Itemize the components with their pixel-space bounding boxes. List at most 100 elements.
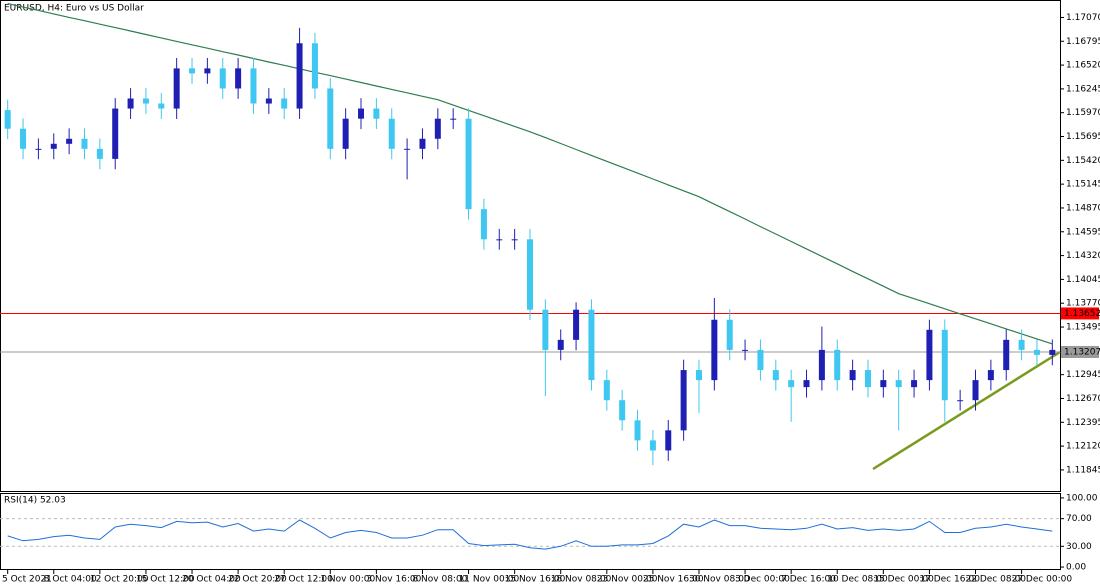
candle-body xyxy=(204,68,211,74)
x-tick-label: 23 Nov 00:00 xyxy=(597,575,658,585)
x-tick-label: 10 Dec 08:00 xyxy=(827,575,888,585)
candle-body xyxy=(20,128,27,149)
y-tick-label: 1.14045 xyxy=(1066,275,1100,285)
x-tick-label: 27 Dec 00:00 xyxy=(1012,575,1073,585)
y-tick-label: 1.16795 xyxy=(1066,37,1100,47)
candle-body xyxy=(296,43,303,109)
candle-body xyxy=(311,43,318,89)
y-tick-label: 1.12945 xyxy=(1066,370,1100,380)
x-tick-label: 3 Dec 00:00 xyxy=(735,575,790,585)
candle-body xyxy=(911,380,918,388)
candle-body xyxy=(665,430,672,451)
candle-body xyxy=(742,349,749,351)
candle-body xyxy=(987,370,994,381)
x-tick-label: 3 Nov 16:00 xyxy=(366,575,421,585)
y-tick-label: 1.11845 xyxy=(1066,465,1100,475)
candle-body xyxy=(864,370,871,388)
candle-body xyxy=(450,118,457,120)
candle-body xyxy=(619,400,626,421)
moving-average xyxy=(7,3,1053,345)
x-tick-label: 15 Oct 12:00 xyxy=(136,575,195,585)
candle-body xyxy=(926,329,933,381)
x-tick-label: 12 Oct 20:00 xyxy=(90,575,149,585)
candle-body xyxy=(189,68,196,74)
x-tick-label: 25 Nov 16:00 xyxy=(643,575,704,585)
x-tick-label: 27 Oct 12:00 xyxy=(274,575,333,585)
candle-body xyxy=(4,110,11,129)
candle-body xyxy=(788,380,795,388)
candle-body xyxy=(358,108,365,119)
candle-body xyxy=(480,209,487,240)
candle-body xyxy=(957,400,964,402)
candle-body xyxy=(695,370,702,381)
candle-body xyxy=(281,98,288,109)
candle-body xyxy=(1003,339,1010,371)
candle-body xyxy=(557,339,564,350)
x-tick-label: 22 Oct 20:00 xyxy=(228,575,287,585)
x-tick-label: 1 Nov 00:00 xyxy=(320,575,375,585)
price-label-box xyxy=(1061,345,1099,358)
x-tick-label: 18 Nov 08:00 xyxy=(551,575,612,585)
y-tick-label: 1.12670 xyxy=(1066,394,1100,404)
candle-body xyxy=(726,319,733,350)
y-tick-label: 1.15420 xyxy=(1066,156,1100,166)
candle-body xyxy=(603,380,610,401)
candle-body xyxy=(757,349,764,371)
candle-body xyxy=(250,68,257,104)
x-tick-label: 11 Nov 00:00 xyxy=(459,575,520,585)
y-tick-label: 1.14320 xyxy=(1066,251,1100,261)
candle-body xyxy=(96,148,103,159)
candle-body xyxy=(465,118,472,210)
candle-body xyxy=(235,68,242,89)
y-tick-label: 0.00 xyxy=(1066,563,1086,573)
x-tick-label: 20 Oct 04:00 xyxy=(182,575,241,585)
candle-body xyxy=(327,88,334,149)
x-tick-label: 7 Dec 16:00 xyxy=(781,575,836,585)
candle-body xyxy=(527,239,533,310)
candle-body xyxy=(895,380,902,388)
candle-body xyxy=(158,103,165,109)
candle-body xyxy=(542,309,549,350)
candle-body xyxy=(373,108,380,119)
candle-body xyxy=(127,98,134,109)
y-tick-label: 1.13770 xyxy=(1066,299,1100,309)
y-tick-label: 1.13495 xyxy=(1066,323,1100,333)
y-tick-label: 70.00 xyxy=(1066,514,1092,524)
x-tick-label: 22 Dec 08:00 xyxy=(966,575,1027,585)
candle-body xyxy=(849,370,856,381)
rsi-line xyxy=(7,519,1053,550)
x-tick-label: 30 Nov 08:00 xyxy=(689,575,750,585)
candle-body xyxy=(649,440,656,451)
candle-body xyxy=(803,380,810,388)
y-tick-label: 100.00 xyxy=(1066,493,1098,503)
candle-body xyxy=(711,319,718,381)
candle-body xyxy=(265,98,272,104)
y-tick-label: 30.00 xyxy=(1066,542,1092,552)
candle-body xyxy=(972,380,979,401)
rsi-panel xyxy=(0,493,1061,570)
candle-body xyxy=(1049,349,1056,355)
candle-body xyxy=(834,349,841,381)
price-label: 1.13652 xyxy=(1064,309,1100,319)
candle-body xyxy=(941,329,948,401)
candle-body xyxy=(680,370,687,431)
candle-body xyxy=(66,138,73,144)
candle-body xyxy=(173,68,180,109)
candle-body xyxy=(35,148,42,150)
y-tick-label: 1.12120 xyxy=(1066,442,1100,452)
rsi-title: RSI(14) 52.03 xyxy=(4,496,66,506)
x-tick-label: 8 Nov 08:00 xyxy=(412,575,467,585)
y-tick-label: 1.16520 xyxy=(1066,61,1100,71)
candle-body xyxy=(419,138,426,149)
price-label: 1.13207 xyxy=(1064,347,1100,357)
candle-body xyxy=(342,118,349,149)
x-tick-label: 15 Dec 00:00 xyxy=(873,575,934,585)
x-tick-label: 17 Dec 16:00 xyxy=(919,575,980,585)
candle-body xyxy=(50,143,57,149)
candle-body xyxy=(818,349,825,381)
y-tick-label: 1.14870 xyxy=(1066,203,1100,213)
x-tick-label: 8 Oct 04:00 xyxy=(44,575,97,585)
y-tick-label: 1.14595 xyxy=(1066,227,1100,237)
candle-body xyxy=(388,118,395,149)
